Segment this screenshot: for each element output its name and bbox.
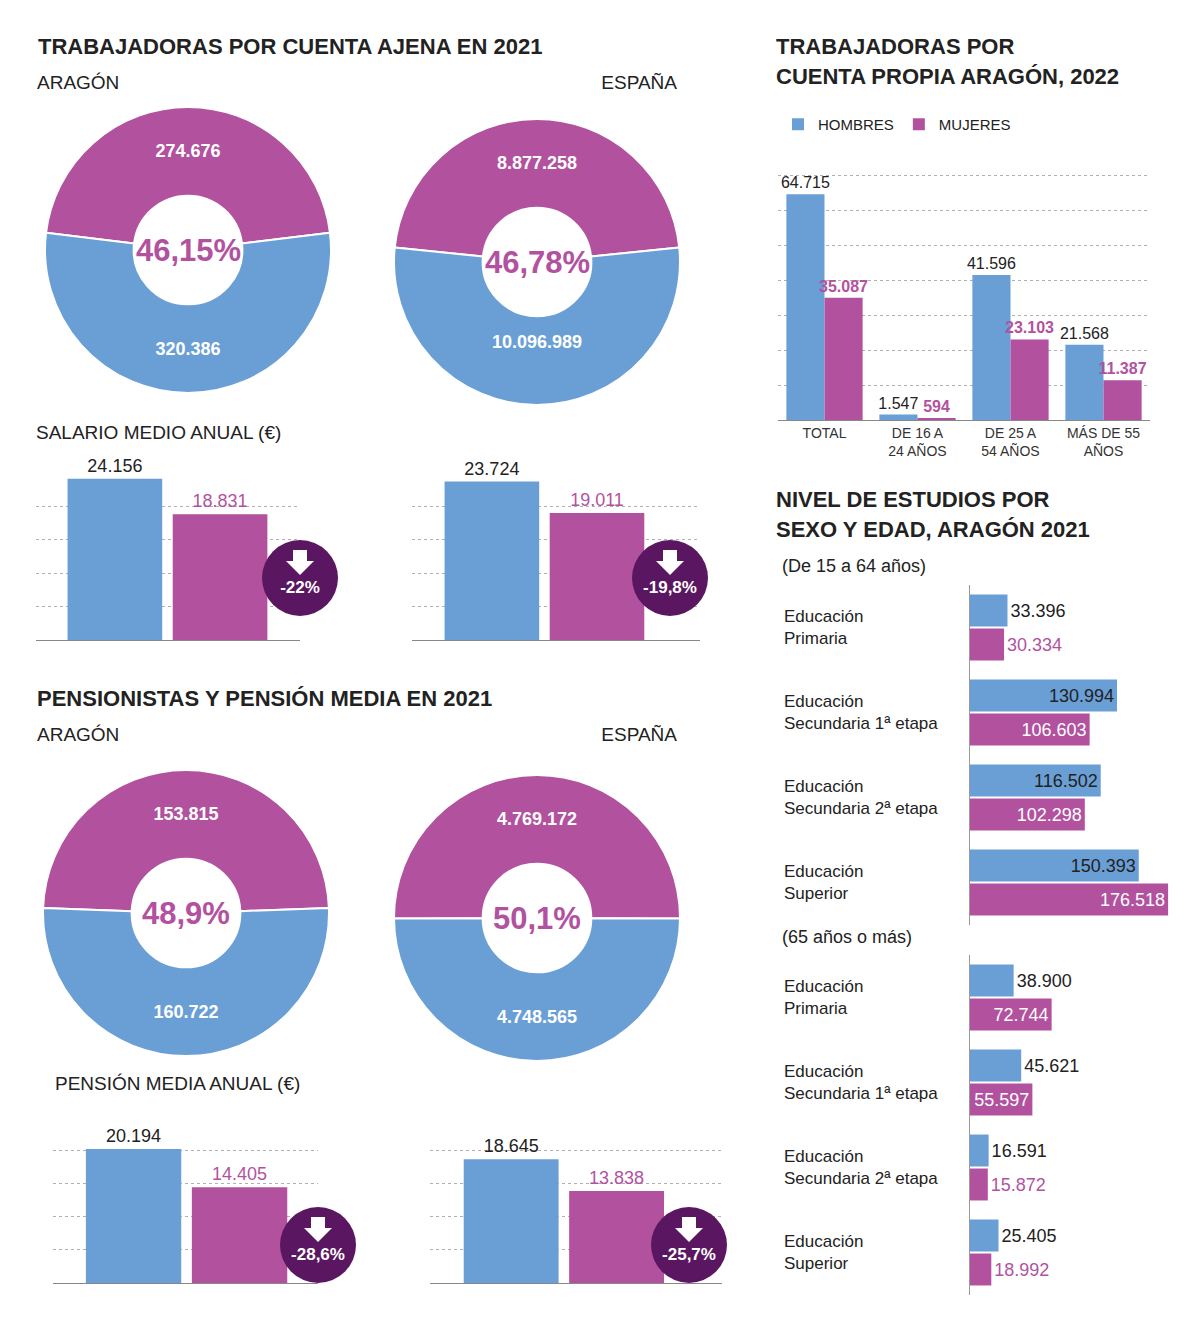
html-text:TRABAJADORAS POR CUENTA PROPIA: TRABAJADORAS POR CUENTA PROPIA ARAGÓN, 2… (776, 34, 1120, 89)
svg-text:DE 25 A54 AÑOS: DE 25 A54 AÑOS (981, 425, 1039, 459)
html-text:-25,7%: -25,7% (662, 1245, 716, 1264)
svg-text:TOTAL: TOTAL (803, 425, 847, 441)
html-text:-22%: -22% (280, 578, 320, 597)
svg-text:274.676: 274.676 (155, 141, 220, 161)
svg-text:35.087: 35.087 (819, 278, 868, 295)
svg-text:16.591: 16.591 (992, 1141, 1047, 1161)
svg-text:130.994: 130.994 (1049, 686, 1114, 706)
svg-text:48,9%: 48,9% (142, 896, 230, 931)
svg-text:18.645: 18.645 (484, 1136, 539, 1156)
svg-text:MUJERES: MUJERES (939, 116, 1011, 133)
svg-text:21.568: 21.568 (1060, 325, 1109, 342)
html-text:ESPAÑA: ESPAÑA (601, 72, 677, 93)
svg-text:EducaciónPrimaria: EducaciónPrimaria (784, 977, 863, 1018)
svg-text:25.405: 25.405 (1002, 1226, 1057, 1246)
svg-text:4.748.565: 4.748.565 (497, 1007, 577, 1027)
html-text:ARAGÓN: ARAGÓN (37, 72, 120, 93)
svg-text:150.393: 150.393 (1071, 856, 1136, 876)
svg-text:23.724: 23.724 (464, 459, 519, 479)
html-text:(De 15 a 64 años): (De 15 a 64 años) (782, 556, 927, 576)
svg-text:30.334: 30.334 (1007, 635, 1062, 655)
svg-text:38.900: 38.900 (1017, 971, 1072, 991)
html-text:-19,8%: -19,8% (643, 578, 697, 597)
svg-text:1.547: 1.547 (878, 395, 918, 412)
svg-text:18.831: 18.831 (193, 491, 248, 511)
svg-text:176.518: 176.518 (1100, 890, 1165, 910)
svg-text:106.603: 106.603 (1022, 720, 1087, 740)
svg-text:55.597: 55.597 (974, 1090, 1029, 1110)
svg-text:320.386: 320.386 (155, 339, 220, 359)
svg-text:10.096.989: 10.096.989 (492, 332, 582, 352)
svg-text:116.502: 116.502 (1034, 771, 1098, 791)
svg-text:18.992: 18.992 (994, 1260, 1049, 1280)
html-text:PENSIÓN MEDIA ANUAL (€): PENSIÓN MEDIA ANUAL (€) (55, 1073, 301, 1094)
html-text:ARAGÓN: ARAGÓN (37, 724, 120, 745)
html-text:(65 años o más): (65 años o más) (782, 927, 913, 947)
svg-text:MÁS DE 55AÑOS: MÁS DE 55AÑOS (1067, 425, 1140, 459)
html-text:-28,6%: -28,6% (291, 1245, 345, 1264)
svg-text:46,78%: 46,78% (485, 245, 590, 280)
svg-text:46,15%: 46,15% (136, 233, 241, 268)
svg-text:160.722: 160.722 (153, 1002, 218, 1022)
svg-text:23.103: 23.103 (1005, 319, 1054, 336)
svg-text:EducaciónSuperior: EducaciónSuperior (784, 862, 863, 903)
svg-text:EducaciónSecundaria 2ª etapa: EducaciónSecundaria 2ª etapa (784, 1147, 938, 1188)
svg-text:50,1%: 50,1% (493, 901, 581, 936)
svg-text:EducaciónSuperior: EducaciónSuperior (784, 1232, 863, 1273)
svg-text:20.194: 20.194 (106, 1126, 161, 1146)
svg-text:102.298: 102.298 (1017, 805, 1082, 825)
html-text:PENSIONISTAS Y PENSIÓN MEDIA E: PENSIONISTAS Y PENSIÓN MEDIA EN 2021 (37, 686, 493, 711)
html-text:TRABAJADORAS POR CUENTA AJENA: TRABAJADORAS POR CUENTA AJENA EN 2021 (38, 34, 543, 59)
svg-text:4.769.172: 4.769.172 (497, 809, 577, 829)
svg-text:24.156: 24.156 (87, 456, 142, 476)
svg-text:8.877.258: 8.877.258 (497, 153, 577, 173)
html-text:NIVEL DE ESTUDIOS POR SEXO Y E: NIVEL DE ESTUDIOS POR SEXO Y EDAD, ARAGÓ… (776, 487, 1090, 542)
html-text:SALARIO MEDIO ANUAL (€): SALARIO MEDIO ANUAL (€) (36, 422, 282, 443)
svg-text:DE 16 A24 AÑOS: DE 16 A24 AÑOS (888, 425, 946, 459)
svg-text:33.396: 33.396 (1010, 601, 1065, 621)
svg-text:14.405: 14.405 (212, 1164, 267, 1184)
svg-text:EducaciónSecundaria 2ª etapa: EducaciónSecundaria 2ª etapa (784, 777, 938, 818)
svg-text:EducaciónSecundaria 1ª etapa: EducaciónSecundaria 1ª etapa (784, 1062, 938, 1103)
svg-text:19.011: 19.011 (570, 490, 624, 510)
svg-text:72.744: 72.744 (994, 1005, 1049, 1025)
svg-text:EducaciónSecundaria 1ª etapa: EducaciónSecundaria 1ª etapa (784, 692, 938, 733)
svg-text:15.872: 15.872 (991, 1175, 1046, 1195)
svg-text:11.387: 11.387 (1098, 360, 1146, 377)
svg-text:EducaciónPrimaria: EducaciónPrimaria (784, 607, 863, 648)
html-text:ESPAÑA: ESPAÑA (601, 724, 677, 745)
svg-text:HOMBRES: HOMBRES (818, 116, 894, 133)
svg-text:64.715: 64.715 (781, 174, 830, 191)
svg-text:153.815: 153.815 (153, 804, 218, 824)
svg-text:41.596: 41.596 (967, 255, 1016, 272)
svg-text:45.621: 45.621 (1024, 1056, 1079, 1076)
svg-text:594: 594 (923, 398, 950, 415)
svg-text:13.838: 13.838 (589, 1168, 644, 1188)
